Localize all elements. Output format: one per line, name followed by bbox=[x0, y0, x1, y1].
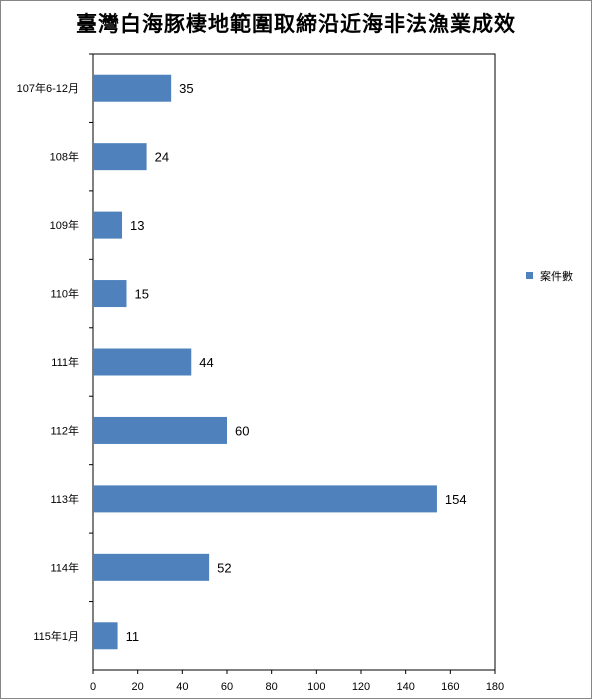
x-tick-label: 160 bbox=[441, 681, 459, 693]
y-tick-label: 110年 bbox=[50, 287, 79, 301]
x-tick-label: 120 bbox=[352, 681, 370, 693]
data-label: 154 bbox=[445, 492, 467, 507]
data-labels-group: 35 24 13 15 44 60 154 52 11 bbox=[126, 81, 467, 644]
data-label: 13 bbox=[130, 218, 144, 233]
category-labels-group: 107年6-12月 108年 109年 110年 111年 112年 113年 114年 115… bbox=[17, 53, 93, 643]
data-label: 44 bbox=[199, 355, 213, 370]
bar bbox=[93, 211, 123, 239]
y-tick-label: 107年6-12月 bbox=[17, 81, 79, 95]
y-tick-label: 114年 bbox=[50, 560, 79, 574]
y-tick-label: 115年1月 bbox=[33, 629, 79, 643]
bar bbox=[93, 280, 127, 308]
bar bbox=[93, 553, 210, 581]
x-tick-label: 40 bbox=[176, 681, 188, 693]
x-tick-label: 0 bbox=[90, 681, 96, 693]
x-tick-label: 140 bbox=[396, 681, 414, 693]
bar bbox=[93, 485, 437, 513]
y-tick-label: 109年 bbox=[50, 218, 79, 232]
chart-title: 臺灣白海豚棲地範圍取締沿近海非法漁業成效 bbox=[76, 11, 516, 36]
y-tick-label: 108年 bbox=[50, 150, 79, 164]
y-tick-label: 113年 bbox=[50, 492, 79, 506]
data-label: 52 bbox=[217, 560, 231, 575]
legend-swatch bbox=[526, 272, 533, 279]
data-label: 11 bbox=[126, 629, 140, 644]
x-tick-label: 20 bbox=[132, 681, 144, 693]
bars-group bbox=[93, 74, 437, 650]
data-label: 35 bbox=[179, 81, 193, 96]
y-tick-label: 111年 bbox=[51, 355, 79, 369]
x-tick-label: 80 bbox=[266, 681, 278, 693]
y-tick-label: 112年 bbox=[50, 423, 79, 437]
bar bbox=[93, 622, 118, 650]
x-tick-label: 60 bbox=[221, 681, 233, 693]
legend-label: 案件數 bbox=[540, 269, 573, 283]
bar bbox=[93, 143, 147, 171]
bar bbox=[93, 74, 172, 102]
bar bbox=[93, 348, 192, 376]
legend: 案件數 bbox=[526, 269, 573, 283]
x-tick-label: 180 bbox=[486, 681, 504, 693]
data-label: 24 bbox=[155, 150, 169, 165]
x-axis-ticks-group: 0 20 40 60 80 100 120 140 160 180 bbox=[90, 670, 504, 693]
x-tick-label: 100 bbox=[307, 681, 325, 693]
data-label: 15 bbox=[135, 287, 149, 302]
bar bbox=[93, 416, 227, 444]
data-label: 60 bbox=[235, 423, 249, 438]
